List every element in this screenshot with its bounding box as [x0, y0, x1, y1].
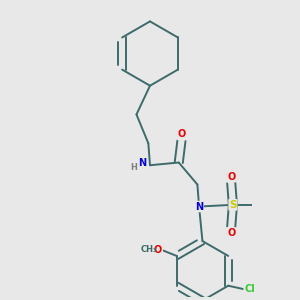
Text: O: O: [177, 129, 186, 140]
Text: Cl: Cl: [244, 284, 255, 294]
Text: O: O: [227, 228, 236, 238]
Text: N: N: [195, 202, 203, 212]
Text: N: N: [139, 158, 147, 167]
Text: H: H: [130, 164, 137, 172]
Text: S: S: [229, 200, 237, 210]
Text: CH₃: CH₃: [140, 245, 157, 254]
Text: O: O: [227, 172, 236, 182]
Text: O: O: [154, 245, 162, 255]
